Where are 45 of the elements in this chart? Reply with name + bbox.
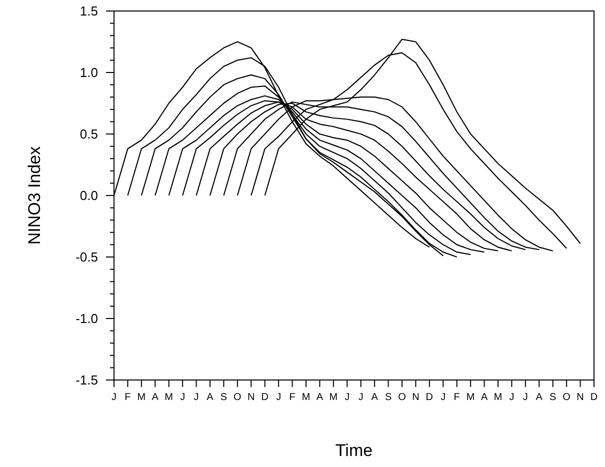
x-tick-label: M bbox=[302, 392, 310, 403]
x-tick-label: N bbox=[576, 392, 584, 403]
x-tick-label: A bbox=[206, 392, 214, 403]
x-tick-label: A bbox=[371, 392, 378, 403]
y-tick-label: -0.5 bbox=[76, 250, 98, 265]
x-tick-label: N bbox=[248, 392, 255, 403]
y-tick-label: 0.0 bbox=[80, 188, 98, 204]
x-tick-label: O bbox=[398, 392, 406, 403]
x-tick-label: A bbox=[316, 392, 324, 403]
x-tick-label: A bbox=[152, 392, 159, 403]
x-tick-label: J bbox=[522, 392, 528, 403]
x-tick-label: J bbox=[180, 392, 186, 403]
x-tick-label: O bbox=[234, 392, 242, 403]
x-tick-label: S bbox=[220, 392, 228, 403]
x-tick-label: A bbox=[480, 392, 488, 403]
x-tick-label: J bbox=[112, 392, 116, 403]
x-tick-label: J bbox=[194, 392, 199, 403]
x-tick-label: F bbox=[289, 392, 296, 403]
x-tick-label: F bbox=[454, 392, 460, 403]
y-axis-title: NINO3 Index bbox=[25, 146, 44, 245]
y-tick-label: 1.0 bbox=[80, 65, 98, 80]
x-tick-label: D bbox=[261, 392, 268, 403]
x-tick-label: D bbox=[590, 392, 598, 403]
x-axis-title: Time bbox=[335, 441, 373, 460]
x-tick-label: M bbox=[164, 392, 174, 403]
x-tick-label: O bbox=[562, 392, 571, 403]
y-tick-label: -1.0 bbox=[76, 311, 98, 326]
x-tick-label: M bbox=[329, 392, 338, 403]
x-tick-label: J bbox=[344, 392, 350, 403]
x-tick-label: J bbox=[509, 392, 514, 403]
y-tick-label: 0.5 bbox=[80, 126, 98, 142]
x-tick-label: J bbox=[276, 392, 282, 403]
x-tick-label: D bbox=[426, 392, 434, 403]
x-tick-label: S bbox=[384, 392, 392, 403]
x-tick-label: M bbox=[494, 392, 502, 403]
x-tick-label: A bbox=[536, 392, 543, 403]
x-tick-label: N bbox=[412, 392, 420, 403]
x-tick-label: M bbox=[466, 392, 475, 403]
y-tick-label: 1.5 bbox=[80, 4, 98, 19]
x-tick-label: J bbox=[440, 392, 446, 403]
x-tick-label: M bbox=[137, 392, 146, 403]
y-tick-label: -1.5 bbox=[76, 372, 98, 388]
x-tick-label: S bbox=[550, 392, 557, 403]
x-tick-label: J bbox=[358, 392, 364, 403]
x-tick-label: F bbox=[124, 392, 131, 403]
